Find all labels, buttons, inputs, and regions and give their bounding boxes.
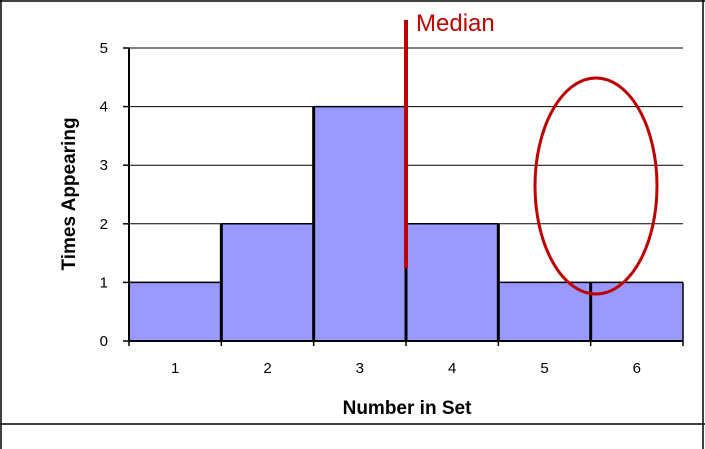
bar-5 [498,282,591,341]
y-tick-label: 4 [100,99,108,116]
x-axis-title: Number in Set [343,398,472,419]
x-tick-label: 4 [448,360,456,377]
annotations-group: Median [404,10,659,296]
bar-6 [590,282,683,341]
highlight-ellipse [533,76,659,296]
x-tick-label: 2 [263,360,271,377]
bar-1 [129,282,222,341]
y-tick-label: 0 [100,333,108,350]
bar-2 [221,223,314,341]
y-tick-label: 2 [100,216,108,233]
y-axis-title: Times Appearing [59,117,80,270]
x-tick-label: 5 [540,360,548,377]
y-tick-label: 1 [100,274,108,291]
bar-4 [406,223,499,341]
y-tick-labels: 0 1 2 3 4 5 [100,40,108,350]
x-tick-label: 3 [356,360,364,377]
bar-3 [313,106,406,341]
x-tick-label: 6 [633,360,641,377]
x-tick-labels: 1 2 3 4 5 6 [171,360,641,377]
y-tick-label: 3 [100,157,108,174]
axes-group [123,47,684,346]
bars-group [129,105,684,341]
x-tick-label: 1 [171,360,179,377]
median-label: Median [416,10,495,37]
y-tick-label: 5 [100,40,108,57]
